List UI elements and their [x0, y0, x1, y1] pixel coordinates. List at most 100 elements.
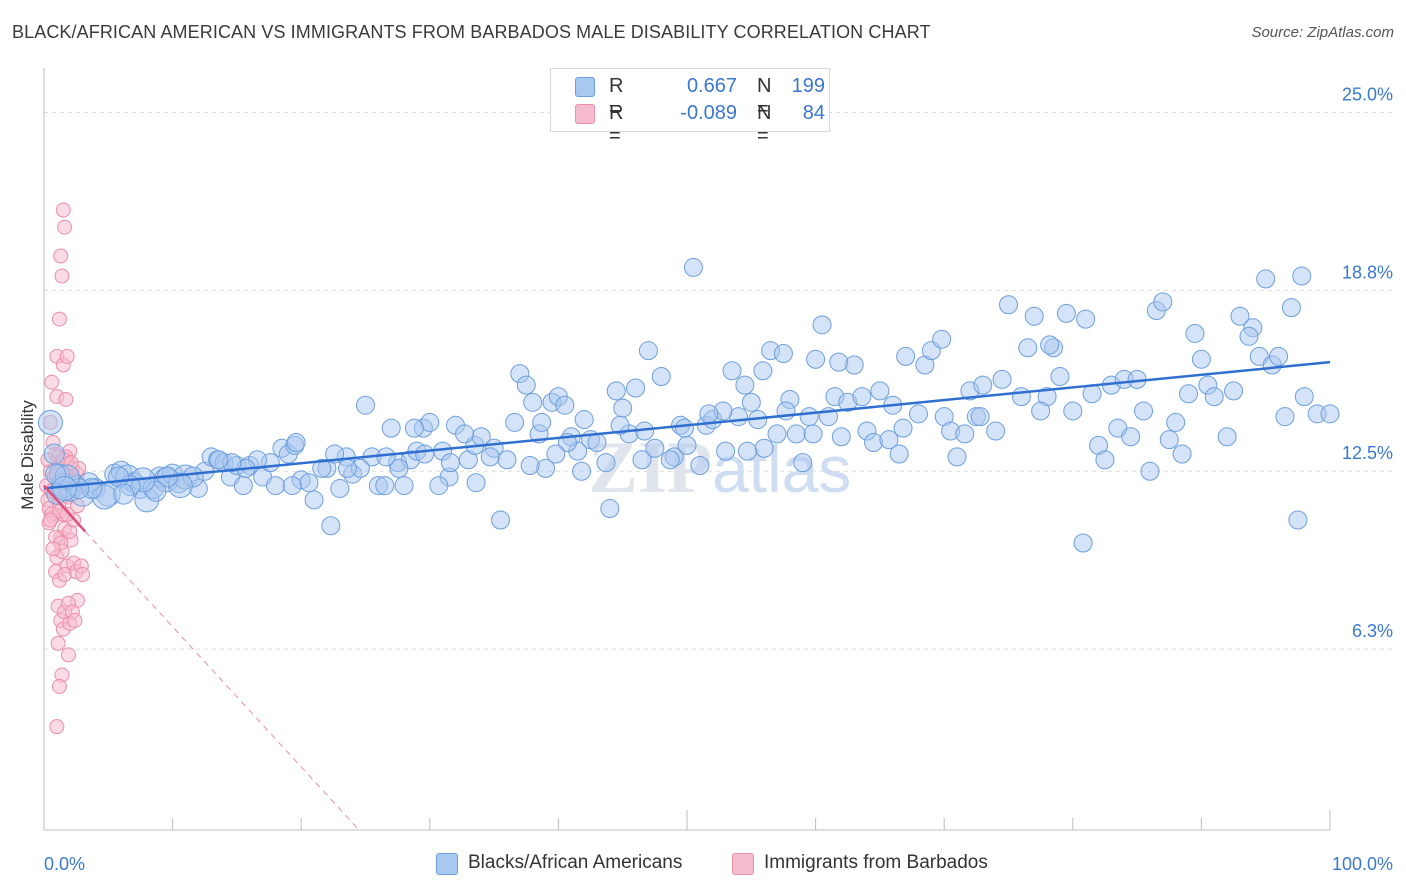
pink-point [59, 348, 75, 364]
blue-point [754, 438, 774, 458]
blue-point [1179, 384, 1199, 404]
blue-swatch [575, 77, 595, 97]
blue-point [1040, 335, 1060, 355]
blue-point [265, 476, 285, 496]
blue-point [1288, 510, 1308, 530]
blue-point [1076, 309, 1096, 329]
blue-point [1217, 427, 1237, 447]
pink-point [49, 719, 65, 735]
blue-point [1185, 323, 1205, 343]
blue-point [1292, 266, 1312, 286]
blue-point [572, 461, 592, 481]
pink-point [59, 506, 75, 522]
blue-point [1134, 401, 1154, 421]
blue-point [1011, 387, 1031, 407]
blue-point [737, 441, 757, 461]
blue-point [908, 404, 928, 424]
blue-point [947, 447, 967, 467]
blue-point [455, 424, 475, 444]
blue-point [793, 453, 813, 473]
blue-point [651, 367, 671, 387]
blue-point [812, 315, 832, 335]
blue-point [699, 404, 719, 424]
pink-point [50, 635, 66, 651]
pink-point [45, 541, 61, 557]
axes [43, 68, 1331, 831]
source-credit: Source: ZipAtlas.com [1251, 24, 1394, 41]
blue-point [722, 361, 742, 381]
blue-point [970, 407, 990, 427]
blue-point [896, 346, 916, 366]
blue-point [321, 516, 341, 536]
blue-point [660, 450, 680, 470]
pink-trend-extension [84, 531, 360, 831]
blue-point [1191, 349, 1211, 369]
blue-point [677, 435, 697, 455]
blue-point [43, 443, 65, 465]
blue-point [986, 421, 1006, 441]
legend-r-value: -0.089 [680, 102, 737, 124]
blue-point [381, 418, 401, 438]
pink-legend-swatch [732, 853, 754, 875]
blue-point [690, 455, 710, 475]
blue-point [683, 257, 703, 277]
blue-point [1166, 412, 1186, 432]
blue-point [574, 410, 594, 430]
blue-point [480, 447, 500, 467]
y-tick-label: 25.0% [1342, 84, 1393, 104]
blue-point [389, 458, 409, 478]
blue-point [893, 418, 913, 438]
y-tick-label: 12.5% [1342, 443, 1393, 463]
blue-point [491, 510, 511, 530]
blue-point [1082, 384, 1102, 404]
legend-n-label: N = [757, 75, 772, 120]
blue-point [516, 375, 536, 395]
blue-point [632, 450, 652, 470]
blue-point [870, 381, 890, 401]
pink-point [75, 567, 91, 583]
blue-point [209, 450, 229, 470]
blue-point [497, 450, 517, 470]
pink-point [60, 647, 76, 663]
pink-point [42, 512, 58, 528]
blue-point [1172, 444, 1192, 464]
blue-point [852, 387, 872, 407]
blue-point [466, 473, 486, 493]
blue-point [440, 453, 460, 473]
blue-legend-swatch [436, 853, 458, 875]
blue-point [716, 441, 736, 461]
blue-point [1024, 306, 1044, 326]
blue-point [831, 427, 851, 447]
blue-legend-label: Blacks/African Americans [468, 852, 683, 873]
blue-point [1281, 298, 1301, 318]
blue-point [889, 444, 909, 464]
chart-title: BLACK/AFRICAN AMERICAN VS IMMIGRANTS FRO… [12, 22, 931, 42]
blue-point [753, 361, 773, 381]
blue-point [394, 476, 414, 496]
blue-point [1256, 269, 1276, 289]
blue-point [1320, 404, 1340, 424]
blue-point [767, 424, 787, 444]
blue-point [596, 453, 616, 473]
blue-point [532, 412, 552, 432]
blue-trend-line [43, 360, 1331, 490]
pink-point [67, 612, 83, 628]
blue-point [999, 295, 1018, 315]
blue-point [735, 375, 755, 395]
pink-trend-line [43, 484, 87, 533]
blue-point [233, 476, 253, 496]
blue-point [505, 412, 525, 432]
legend-r-value: 0.667 [686, 75, 737, 97]
blue-point [1230, 306, 1250, 326]
blue-point [1073, 533, 1093, 553]
blue-point [286, 433, 306, 453]
blue-point [1050, 367, 1070, 387]
legend-r-label: R = [609, 102, 624, 147]
blue-point [113, 483, 135, 505]
blue-point [741, 392, 761, 412]
pink-point [53, 248, 69, 264]
pink-point [44, 374, 60, 390]
pink-legend-label: Immigrants from Barbados [764, 852, 988, 873]
blue-point [415, 444, 435, 464]
blue-point [645, 438, 665, 458]
